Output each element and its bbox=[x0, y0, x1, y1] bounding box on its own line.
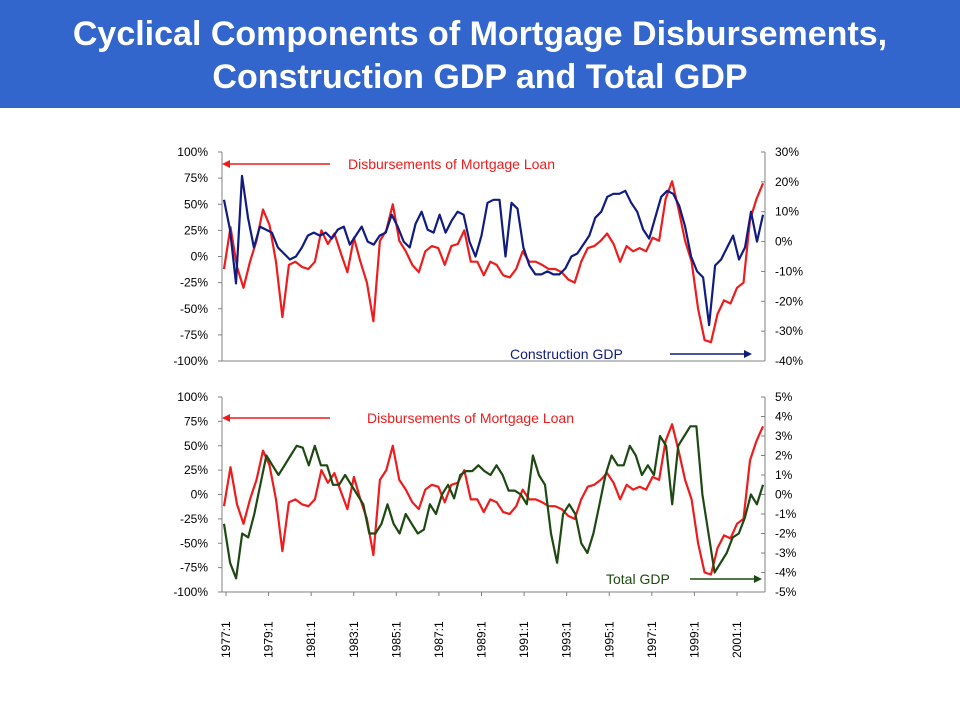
mortgage-arrow-head bbox=[222, 414, 230, 422]
right-tick-label: 10% bbox=[775, 205, 799, 219]
left-tick-label: -50% bbox=[180, 302, 208, 316]
right-tick-label: -10% bbox=[775, 264, 803, 278]
left-tick-label: -75% bbox=[180, 328, 208, 342]
x-tick-label: 1987:1 bbox=[432, 621, 446, 658]
right-series-arrow-head bbox=[754, 575, 762, 583]
x-tick-label: 2001:1 bbox=[730, 621, 744, 658]
left-tick-label: 0% bbox=[191, 488, 209, 502]
left-tick-label: -100% bbox=[173, 585, 208, 599]
left-tick-label: 100% bbox=[177, 390, 208, 404]
left-tick-label: -50% bbox=[180, 536, 208, 550]
left-tick-label: 25% bbox=[184, 463, 208, 477]
right-tick-label: 0% bbox=[775, 235, 793, 249]
x-tick-label: 1997:1 bbox=[645, 621, 659, 658]
right-tick-label: 1% bbox=[775, 468, 793, 482]
right-tick-label: 2% bbox=[775, 449, 793, 463]
chart-panel-2: 100% 75% 50% 25% 0% -25% -50% -75% -100% 5% 4% 3% 2%… bbox=[173, 390, 796, 658]
mortgage-arrow-head bbox=[222, 160, 230, 168]
series-line-construction-gdp bbox=[222, 174, 765, 327]
series-line-disbursements-of-mortgage-loan bbox=[222, 423, 765, 576]
right-tick-label: -1% bbox=[775, 507, 797, 521]
title-line-2: Construction GDP and Total GDP bbox=[212, 58, 748, 96]
title-line-1: Cyclical Components of Mortgage Disburse… bbox=[72, 15, 888, 53]
x-tick-label: 1977:1 bbox=[219, 621, 233, 658]
right-tick-label: -2% bbox=[775, 527, 797, 541]
left-tick-label: -75% bbox=[180, 561, 208, 575]
right-tick-label: -30% bbox=[775, 324, 803, 338]
left-tick-label: 25% bbox=[184, 223, 208, 237]
left-tick-label: 50% bbox=[184, 439, 208, 453]
x-tick-label: 1989:1 bbox=[475, 621, 489, 658]
chart-panel-1: 100% 75% 50% 25% 0% -25% -50% -75% -100% 30% 20% 10… bbox=[173, 145, 803, 368]
x-tick-label: 1983:1 bbox=[347, 621, 361, 658]
left-tick-label: -100% bbox=[173, 354, 208, 368]
annotation-mortgage: Disbursements of Mortgage Loan bbox=[367, 410, 574, 426]
x-tick-label: 1979:1 bbox=[262, 621, 276, 658]
left-tick-label: 0% bbox=[191, 250, 209, 264]
left-tick-label: 75% bbox=[184, 414, 208, 428]
right-tick-label: -4% bbox=[775, 566, 797, 580]
right-tick-label: 3% bbox=[775, 429, 793, 443]
right-tick-label: 5% bbox=[775, 390, 793, 404]
x-tick-label: 1995:1 bbox=[602, 621, 616, 658]
charts-canvas: 100% 75% 50% 25% 0% -25% -50% -75% -100% 30% 20% 10… bbox=[173, 145, 803, 658]
left-tick-label: 100% bbox=[177, 145, 208, 159]
right-tick-label: 4% bbox=[775, 410, 793, 424]
right-tick-label: -5% bbox=[775, 585, 797, 599]
annotation-right-series: Total GDP bbox=[606, 571, 670, 587]
left-tick-label: -25% bbox=[180, 276, 208, 290]
right-series-arrow-head bbox=[744, 350, 752, 358]
right-tick-label: -40% bbox=[775, 354, 803, 368]
left-tick-label: 50% bbox=[184, 197, 208, 211]
x-tick-label: 1993:1 bbox=[560, 621, 574, 658]
x-tick-label: 1981:1 bbox=[304, 621, 318, 658]
series-line-total-gdp bbox=[222, 425, 765, 580]
right-tick-label: -3% bbox=[775, 546, 797, 560]
annotation-mortgage: Disbursements of Mortgage Loan bbox=[348, 156, 555, 172]
right-tick-label: 0% bbox=[775, 488, 793, 502]
series-line-disbursements-of-mortgage-loan bbox=[222, 180, 765, 344]
x-tick-label: 1985:1 bbox=[389, 621, 403, 658]
left-tick-label: -25% bbox=[180, 512, 208, 526]
right-tick-label: -20% bbox=[775, 294, 803, 308]
right-tick-label: 30% bbox=[775, 145, 799, 159]
title-banner: Cyclical Components of Mortgage Disburse… bbox=[0, 0, 960, 108]
right-tick-label: 20% bbox=[775, 175, 799, 189]
annotation-right-series: Construction GDP bbox=[510, 346, 623, 362]
x-tick-label: 1999:1 bbox=[687, 621, 701, 658]
left-tick-label: 75% bbox=[184, 171, 208, 185]
x-tick-label: 1991:1 bbox=[517, 621, 531, 658]
